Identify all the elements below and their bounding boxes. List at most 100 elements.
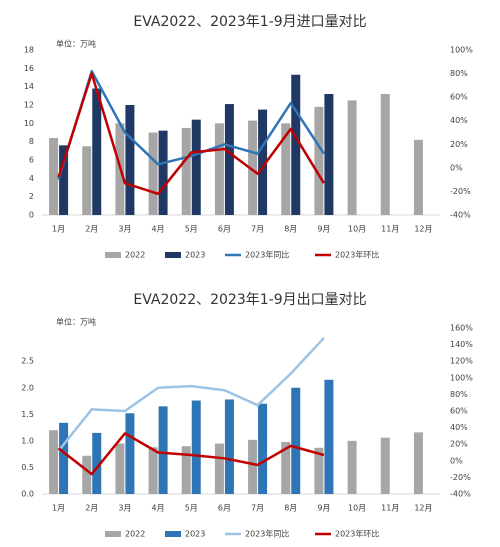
bar — [413, 139, 423, 215]
legend-label: 2023年环比 — [335, 529, 379, 539]
x-tick-label: 6月 — [218, 504, 231, 513]
legend-label: 2023 — [185, 530, 205, 539]
bar — [191, 119, 201, 215]
bar — [125, 105, 135, 215]
y2-tick-label: 80% — [450, 390, 468, 399]
y2-tick-label: 40% — [450, 116, 468, 125]
bar — [49, 138, 59, 215]
x-tick-label: 1月 — [52, 504, 65, 513]
bar — [248, 439, 258, 494]
bar — [158, 406, 168, 494]
legend-label: 2022 — [125, 251, 145, 260]
bar — [148, 447, 158, 494]
x-tick-label: 6月 — [218, 225, 231, 234]
x-tick-label: 11月 — [381, 225, 399, 234]
y-tick-label: 14 — [24, 82, 34, 91]
y2-tick-label: 0% — [450, 456, 463, 465]
y-tick-label: 0 — [29, 211, 34, 220]
x-tick-label: 5月 — [185, 504, 198, 513]
legend-swatch — [165, 531, 181, 537]
bar — [191, 400, 201, 494]
bar — [82, 146, 92, 215]
chart-title: EVA2022、2023年1-9月进口量对比 — [133, 14, 366, 30]
legend-label: 2023 — [185, 251, 205, 260]
bar — [59, 145, 69, 215]
chart-title: EVA2022、2023年1-9月出口量对比 — [133, 292, 366, 308]
bar — [413, 432, 423, 494]
bar — [314, 447, 324, 494]
line — [57, 69, 325, 181]
x-tick-label: 3月 — [118, 504, 131, 513]
bar — [248, 120, 258, 215]
x-tick-label: 11月 — [381, 504, 399, 513]
bar — [92, 432, 102, 494]
x-tick-label: 8月 — [284, 504, 297, 513]
legend-label: 2023年环比 — [335, 250, 379, 260]
x-tick-label: 10月 — [348, 225, 366, 234]
x-tick-label: 5月 — [185, 225, 198, 234]
y2-tick-label: 120% — [450, 357, 473, 366]
y2-tick-label: -20% — [450, 473, 471, 482]
y2-tick-label: 40% — [450, 423, 468, 432]
bar — [115, 443, 125, 494]
x-tick-label: 12月 — [414, 225, 432, 234]
x-tick-label: 3月 — [118, 225, 131, 234]
y-tick-label: 6 — [29, 156, 34, 165]
bar — [324, 379, 334, 494]
x-tick-label: 4月 — [152, 504, 165, 513]
bar — [291, 74, 301, 215]
y2-tick-label: -20% — [450, 187, 471, 196]
bar — [380, 437, 390, 494]
line — [57, 432, 325, 476]
y2-tick-label: 0% — [450, 163, 463, 172]
y-tick-label: 0.5 — [21, 463, 34, 472]
x-tick-label: 2月 — [85, 504, 98, 513]
y-tick-label: 8 — [29, 137, 34, 146]
legend-swatch — [105, 531, 121, 537]
bar — [214, 123, 224, 215]
bar — [314, 106, 324, 215]
y2-tick-label: 60% — [450, 93, 468, 102]
x-tick-label: 9月 — [317, 225, 330, 234]
y2-tick-label: 140% — [450, 340, 473, 349]
bar — [59, 422, 69, 494]
bar — [158, 130, 168, 215]
bar — [214, 443, 224, 494]
y-tick-label: 12 — [24, 101, 34, 110]
y-tick-label: 1.0 — [21, 436, 34, 445]
line — [57, 337, 325, 452]
y2-tick-label: 100% — [450, 373, 473, 382]
bar — [258, 403, 268, 494]
bar — [281, 123, 291, 215]
y-tick-label: 2 — [29, 192, 34, 201]
bar — [224, 104, 234, 215]
bar — [258, 109, 268, 215]
bar — [291, 387, 301, 494]
bar — [148, 132, 158, 215]
y2-tick-label: 160% — [450, 324, 473, 333]
y-tick-label: 0.0 — [21, 490, 34, 499]
bar — [347, 440, 357, 494]
bar — [125, 413, 135, 494]
unit-label: 单位：万吨 — [56, 317, 96, 327]
x-tick-label: 1月 — [52, 225, 65, 234]
y2-tick-label: -40% — [450, 211, 471, 220]
y2-tick-label: 20% — [450, 140, 468, 149]
bar — [380, 94, 390, 215]
x-tick-label: 4月 — [152, 225, 165, 234]
legend-label: 2022 — [125, 530, 145, 539]
y2-tick-label: -40% — [450, 490, 471, 499]
bar — [82, 455, 92, 494]
unit-label: 单位：万吨 — [56, 39, 96, 49]
legend-label: 2023年同比 — [245, 529, 289, 539]
legend-label: 2023年同比 — [245, 250, 289, 260]
x-tick-label: 8月 — [284, 225, 297, 234]
bar — [281, 441, 291, 494]
legend-swatch — [105, 252, 121, 258]
y-tick-label: 16 — [24, 64, 34, 73]
line — [57, 72, 325, 196]
y2-tick-label: 100% — [450, 46, 473, 55]
bar — [49, 430, 59, 494]
